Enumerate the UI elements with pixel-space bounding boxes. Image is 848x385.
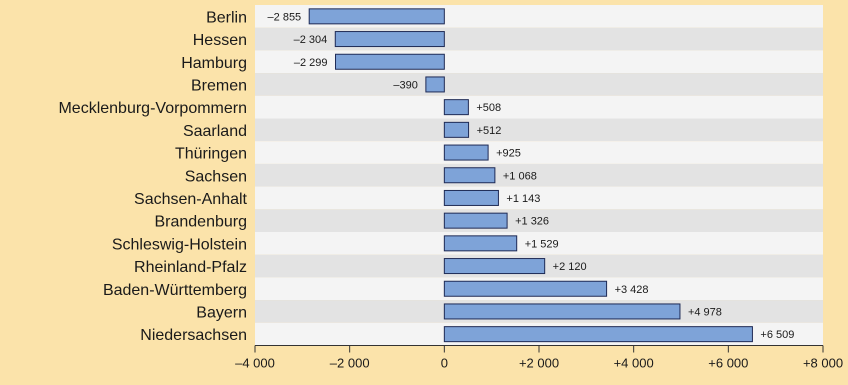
bar [443,144,489,161]
value-label: –2 855 [268,11,302,23]
bar [443,212,508,229]
bar [443,258,546,275]
category-label: Niedersachsen [140,327,247,344]
row-band [255,118,823,142]
row-band [255,186,823,210]
category-label: Schleswig-Holstein [112,236,247,253]
category-label: Rheinland-Pfalz [134,259,247,276]
bar [308,8,445,25]
x-tick-label: –4 000 [235,356,275,371]
x-tick-label: +2 000 [519,356,559,371]
bar [443,235,518,252]
x-tick-label: –2 000 [330,356,370,371]
value-label: +1 068 [503,170,537,182]
x-axis: –4 000 –2 000 0 +2 000 +4 000 +6 000 +8 000 [235,345,843,371]
row-band [255,73,823,96]
category-label: Brandenburg [154,214,247,231]
value-label: +512 [477,125,502,137]
bar [443,326,753,343]
value-label: +6 509 [760,329,794,341]
category-label: Bremen [191,77,247,94]
row-band [255,209,823,232]
value-label: +4 978 [688,306,722,318]
bar [334,31,445,48]
bar [443,280,608,297]
category-labels: Berlin Hessen Hamburg Bremen Mecklenburg-Vor… [58,9,247,344]
x-tick-label: 0 [441,356,448,371]
row-band [255,141,823,164]
bars [308,8,753,343]
value-label: +2 120 [553,261,587,273]
category-label: Mecklenburg-Vorpommern [58,100,247,117]
bar [335,53,445,70]
value-label: +1 143 [506,193,540,205]
value-labels: –2 855 –2 304 –2 299 –390 +508 +512 +925 +1 068… [268,11,795,341]
value-label: +508 [476,102,501,114]
category-label: Hessen [193,32,247,49]
bar [443,303,681,320]
category-label: Saarland [183,123,247,140]
bar [443,99,469,116]
category-label: Sachsen [185,168,247,185]
value-label: +1 529 [525,238,559,250]
category-label: Sachsen-Anhalt [134,191,248,208]
value-label: +1 326 [515,216,549,228]
row-band [255,95,823,119]
x-tick-label: +6 000 [708,356,748,371]
bar [425,76,445,93]
value-label: –390 [393,79,417,91]
value-label: +925 [496,148,521,160]
value-label: +3 428 [615,284,649,296]
x-tick-label: +4 000 [614,356,654,371]
value-label: –2 299 [294,57,328,69]
category-label: Hamburg [181,55,247,72]
row-band [255,232,823,255]
bar [443,189,499,206]
value-label: –2 304 [294,34,328,46]
category-label: Baden-Württemberg [103,282,247,299]
row-band [255,163,823,187]
bar [443,121,470,138]
category-label: Thüringen [175,146,247,163]
x-tick-label: +8 000 [803,356,843,371]
bar [443,167,496,184]
category-label: Berlin [206,9,247,26]
category-label: Bayern [196,304,247,321]
